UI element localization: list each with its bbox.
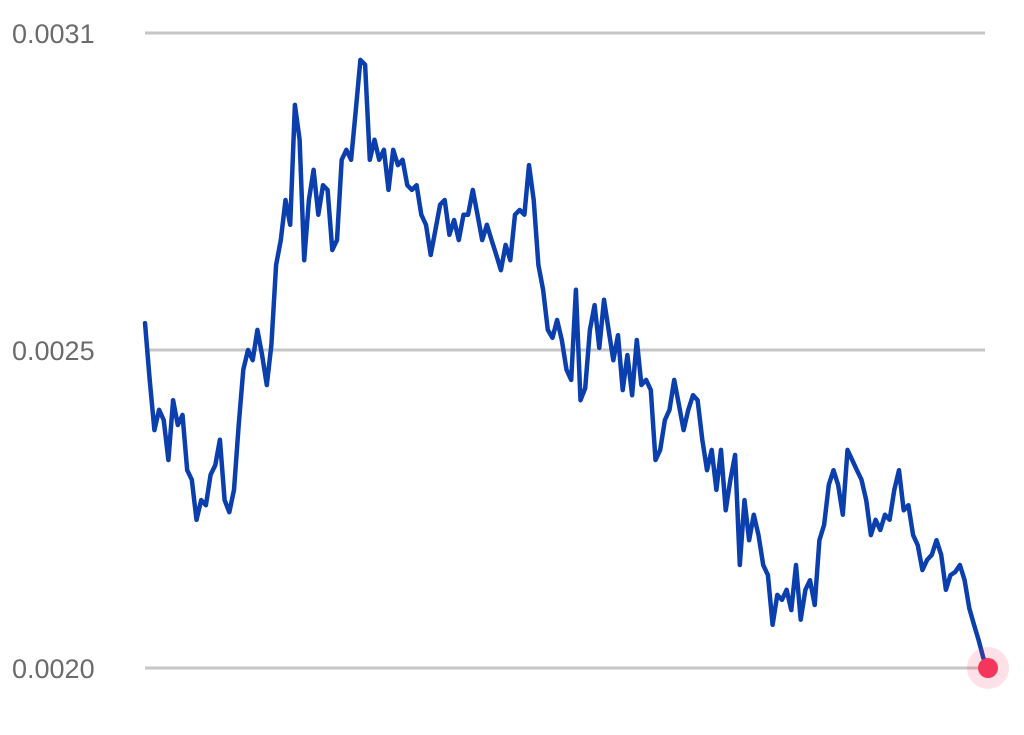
end-point-marker[interactable] [978, 658, 998, 678]
y-tick-label: 0.0025 [12, 336, 95, 366]
y-tick-label: 0.0031 [12, 19, 95, 49]
series-line [142, 57, 991, 671]
y-axis-labels: 0.0020 0.0025 0.0031 [12, 19, 95, 684]
y-tick-label: 0.0020 [12, 654, 95, 684]
